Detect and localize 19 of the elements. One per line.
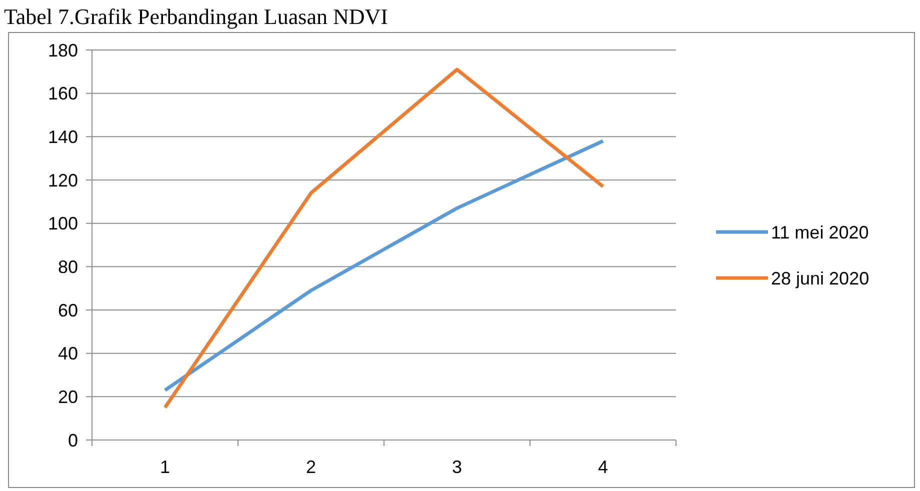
x-tick-label: 2 [306, 457, 316, 477]
y-tick-label: 40 [58, 344, 78, 364]
y-tick-label: 140 [48, 126, 78, 147]
legend-label: 28 juni 2020 [771, 268, 870, 288]
y-tick-label: 160 [48, 84, 78, 104]
legend-label: 11 mei 2020 [771, 222, 869, 242]
chart-title: Tabel 7.Grafik Perbandingan Luasan NDVI [4, 4, 388, 29]
x-tick-label: 3 [452, 457, 462, 477]
y-tick-label: 100 [48, 214, 78, 234]
y-tick-label: 80 [58, 256, 78, 277]
y-tick-label: 60 [58, 300, 78, 320]
y-tick-label: 120 [48, 170, 78, 190]
y-tick-label: 0 [68, 430, 78, 450]
line-series [163, 68, 605, 410]
line-series [163, 139, 605, 392]
x-tick-label: 1 [160, 457, 170, 477]
y-tick-label: 20 [58, 386, 78, 407]
x-tick-label: 4 [598, 457, 608, 477]
y-tick-label: 180 [48, 40, 78, 60]
